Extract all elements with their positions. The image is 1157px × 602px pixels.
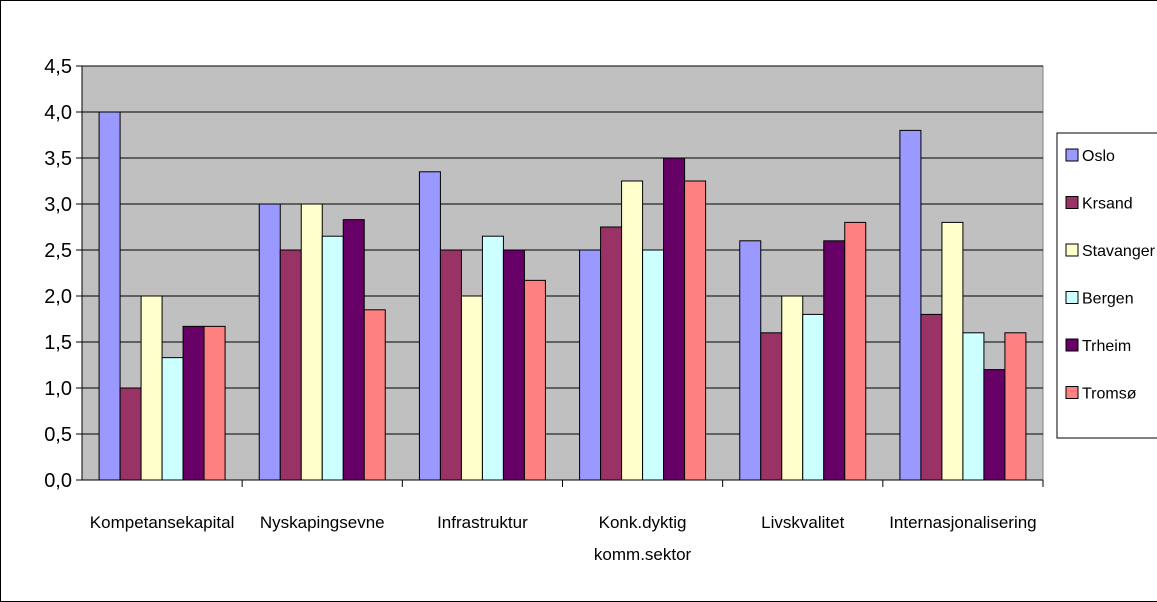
legend-label: Bergen xyxy=(1082,291,1134,308)
legend-label: Oslo xyxy=(1082,148,1115,165)
bar xyxy=(98,111,121,481)
bar xyxy=(439,249,462,481)
y-tick-label: 2,0 xyxy=(44,286,72,308)
bar xyxy=(621,180,644,481)
y-tick-label: 0,0 xyxy=(44,470,72,492)
bar xyxy=(258,203,281,481)
y-tick-label: 1,0 xyxy=(44,378,72,400)
y-tick-label: 4,5 xyxy=(44,56,72,78)
bar xyxy=(663,157,686,481)
bar xyxy=(781,295,804,481)
bar xyxy=(739,240,762,481)
x-category-label: Konk.dyktig xyxy=(599,513,687,532)
bar xyxy=(119,387,142,481)
bar xyxy=(203,325,226,481)
bar xyxy=(418,171,441,481)
bar xyxy=(920,313,943,481)
bar xyxy=(899,129,922,481)
legend-swatch xyxy=(1065,243,1079,257)
y-tick-label: 1,5 xyxy=(44,332,72,354)
bar xyxy=(760,332,783,481)
bar xyxy=(140,295,163,481)
bar xyxy=(300,203,323,481)
x-category-label: Infrastruktur xyxy=(437,513,528,532)
bar xyxy=(941,221,964,481)
legend-swatch xyxy=(1065,338,1079,352)
bar xyxy=(684,180,707,481)
y-tick-label: 3,0 xyxy=(44,194,72,216)
bar xyxy=(523,279,546,481)
bar xyxy=(983,369,1006,481)
y-tick-label: 4,0 xyxy=(44,102,72,124)
bar xyxy=(600,226,623,481)
legend-swatch xyxy=(1065,196,1079,209)
bar xyxy=(481,235,504,481)
bar xyxy=(1004,332,1027,481)
x-category-label: Nyskapingsevne xyxy=(260,513,385,532)
y-tick-label: 2,5 xyxy=(44,240,72,262)
bar xyxy=(363,309,386,481)
legend-label: Tromsø xyxy=(1082,386,1137,403)
x-category-label: Internasjonalisering xyxy=(889,513,1036,532)
x-category-label: Kompetansekapital xyxy=(90,513,235,532)
y-tick-label: 3,5 xyxy=(44,148,72,170)
legend-swatch xyxy=(1065,148,1079,162)
legend-label: Stavanger xyxy=(1082,243,1156,260)
bar xyxy=(182,325,205,481)
legend-swatch xyxy=(1065,386,1079,399)
bar xyxy=(161,357,184,481)
bar xyxy=(321,235,344,481)
bar xyxy=(844,221,867,481)
bar xyxy=(579,249,602,481)
bar xyxy=(802,313,825,481)
bar xyxy=(642,249,665,481)
bar xyxy=(823,240,846,481)
legend-swatch xyxy=(1065,291,1079,304)
bar xyxy=(279,249,302,481)
legend-label: Krsand xyxy=(1082,196,1133,213)
bar xyxy=(502,249,525,481)
plot-area xyxy=(81,65,1044,481)
bar xyxy=(962,332,985,481)
x-category-label: komm.sektor xyxy=(594,545,692,564)
bar xyxy=(342,219,365,481)
legend-label: Trheim xyxy=(1082,338,1131,355)
y-tick-label: 0,5 xyxy=(44,424,72,446)
bar xyxy=(460,295,483,481)
x-category-label: Livskvalitet xyxy=(761,513,844,532)
